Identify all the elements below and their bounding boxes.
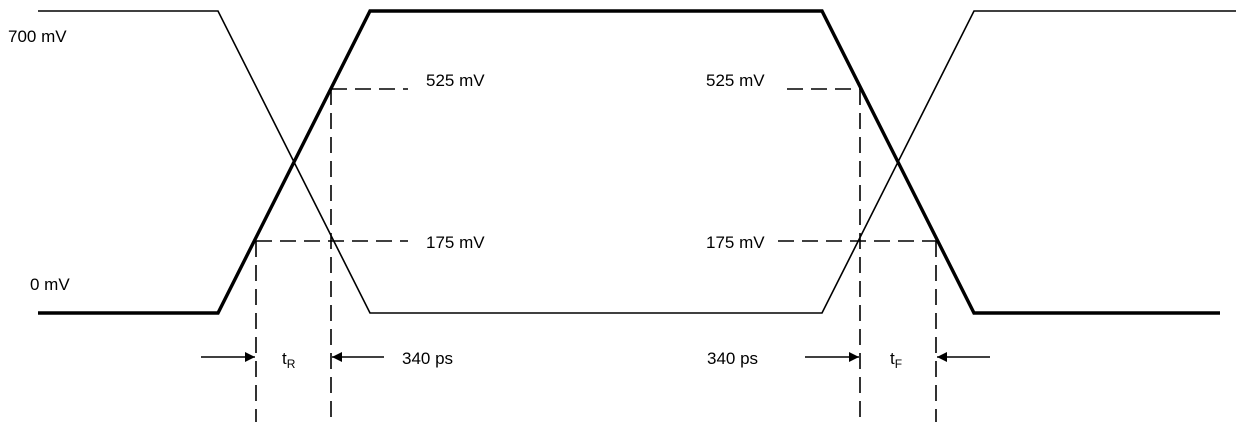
label-t-fall: tF bbox=[890, 349, 902, 371]
label-340ps-right: 340 ps bbox=[707, 349, 758, 368]
label-t-rise: tR bbox=[282, 349, 296, 371]
label-700mv: 700 mV bbox=[8, 27, 67, 46]
label-175mv-left: 175 mV bbox=[426, 233, 485, 252]
label-175mv-right: 175 mV bbox=[706, 233, 765, 252]
label-0mv: 0 mV bbox=[30, 275, 70, 294]
label-525mv-right: 525 mV bbox=[706, 71, 765, 90]
main-waveform bbox=[38, 9, 1220, 315]
label-340ps-left: 340 ps bbox=[402, 349, 453, 368]
label-525mv-left: 525 mV bbox=[426, 71, 485, 90]
complement-waveform bbox=[38, 10, 1236, 314]
